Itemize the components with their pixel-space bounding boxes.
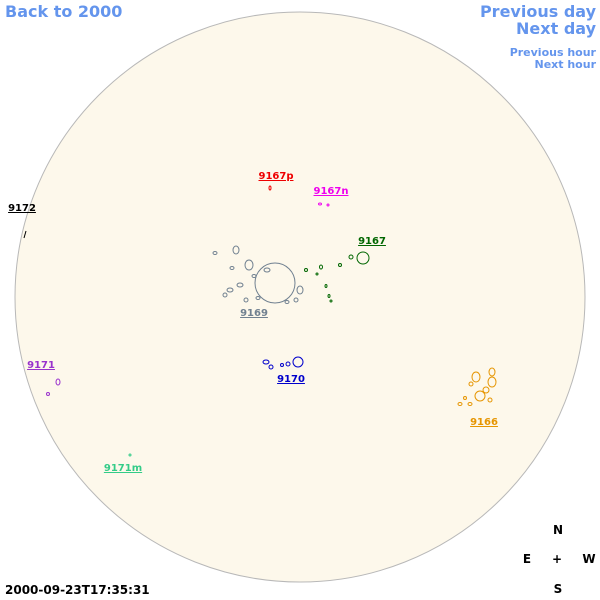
region-label[interactable]: 9172 [8, 203, 36, 214]
region-label[interactable]: 9171m [104, 463, 142, 474]
region-label[interactable]: 9167p [259, 171, 294, 182]
spots-9172 [23, 230, 27, 239]
back-link[interactable]: Back to 2000 [5, 2, 122, 21]
region-label[interactable]: 9166 [470, 417, 498, 428]
region-label[interactable]: 9167n [314, 186, 349, 197]
sunspots [23, 185, 497, 457]
timestamp: 2000-09-23T17:35:31 [5, 583, 150, 597]
spots-9171m [128, 453, 132, 457]
compass-center: + [552, 552, 562, 566]
region-label[interactable]: 9171 [27, 360, 55, 371]
region-label[interactable]: 9170 [277, 374, 305, 385]
next-hour-link[interactable]: Next hour [535, 58, 597, 71]
spots-9167p [268, 185, 272, 191]
compass-west: W [582, 552, 595, 566]
previous-hour-link[interactable]: Previous hour [510, 46, 597, 59]
spots-9170 [262, 356, 304, 370]
compass-south: S [554, 582, 563, 596]
spots-9167n [318, 202, 330, 207]
spots-9167 [304, 251, 370, 303]
compass-north: N [553, 523, 563, 537]
spots-9166 [457, 367, 497, 406]
spots-9171 [46, 378, 61, 396]
compass-east: E [523, 552, 531, 566]
region-label[interactable]: 9169 [240, 308, 268, 319]
previous-day-link[interactable]: Previous day [480, 2, 597, 21]
solar-disk [14, 11, 586, 583]
spots-9169 [212, 245, 304, 304]
region-label[interactable]: 9167 [358, 236, 386, 247]
next-day-link[interactable]: Next day [516, 19, 597, 38]
